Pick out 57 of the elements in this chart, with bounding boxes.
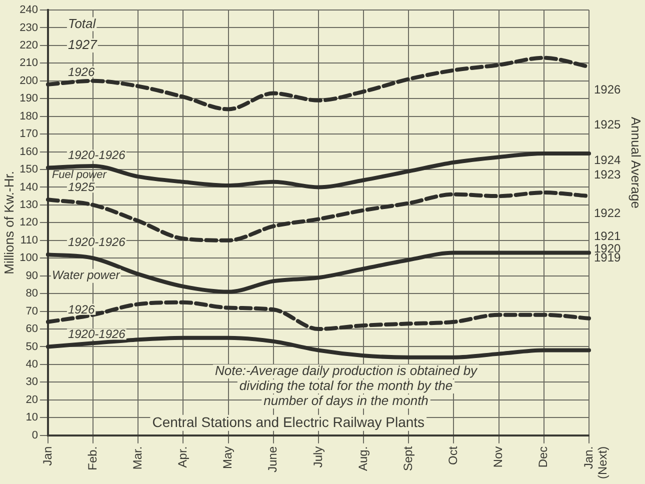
series-label: 1926: [68, 64, 95, 79]
series-label: 1925: [68, 180, 95, 194]
y-tick-label: 80: [26, 288, 38, 300]
y2-axis-title: Annual Average: [628, 116, 644, 208]
y-tick-label: 220: [20, 39, 38, 52]
x-tick-label: Jan. (Next): [581, 446, 610, 480]
x-tick-label: July: [310, 446, 325, 468]
annotation: Total: [68, 16, 97, 31]
y-tick-label: 160: [20, 146, 38, 158]
y-tick-label: 0: [32, 429, 38, 442]
x-tick-label: Feb.: [85, 446, 100, 470]
y-tick-label: 150: [20, 164, 38, 176]
x-tick-label: Dec: [536, 446, 550, 468]
y-tick-label: 180: [20, 110, 38, 122]
y-tick-label: 10: [26, 412, 38, 424]
x-tick-label: Aug.: [356, 446, 370, 472]
annotation: Note:-Average daily production is obtained by dividing the total for the month by the number of days in the month: [214, 363, 479, 408]
y-tick-label: 130: [20, 198, 38, 211]
text: 1923: [594, 167, 622, 182]
x-tick-label: Nov: [491, 446, 506, 468]
annotation: 1927: [68, 37, 98, 52]
series-label: 1920-1926: [68, 234, 126, 249]
y-tick-label: 240: [20, 4, 38, 16]
text: 1925: [594, 118, 622, 132]
series-label: 1920-1926: [68, 327, 126, 342]
y-tick-label: 140: [20, 181, 38, 194]
y-tick-label: 230: [20, 22, 38, 34]
y-tick-label: 200: [20, 74, 38, 87]
text: 1926: [594, 82, 622, 96]
series-label: 1920-1926: [68, 148, 126, 162]
x-tick-label: June: [266, 446, 280, 472]
x-tick-label: Jan: [40, 446, 54, 466]
y-tick-label: 120: [20, 216, 38, 229]
y-tick-label: 90: [26, 270, 38, 282]
annotation: Water power: [52, 268, 121, 282]
annotation: Central Stations and Electric Railway Plants: [152, 414, 425, 430]
x-tick-label: Sept: [400, 446, 415, 472]
y-tick-label: 210: [20, 57, 38, 70]
y-tick-label: 50: [26, 340, 38, 353]
series-label: 1926: [68, 302, 95, 316]
y-tick-label: 20: [26, 394, 38, 406]
y-tick-label: 70: [26, 305, 38, 318]
y-tick-label: 40: [26, 358, 38, 370]
y-tick-label: 190: [20, 92, 38, 105]
y-tick-label: 100: [20, 252, 38, 264]
y-tick-label: 170: [20, 128, 38, 140]
x-tick-label: Mar.: [130, 446, 144, 470]
y-tick-label: 60: [26, 323, 38, 336]
y-tick-label: 110: [20, 234, 38, 246]
text: 1921: [594, 229, 622, 244]
y-tick-label: 30: [26, 376, 38, 388]
y-axis-title: Millions of Kw.-Hr.: [1, 171, 16, 274]
text: 1922: [594, 206, 622, 220]
text: 1924: [594, 152, 622, 167]
x-tick-label: Oct: [446, 446, 460, 466]
x-tick-label: May: [220, 446, 235, 470]
x-tick-label: Apr.: [176, 446, 190, 468]
